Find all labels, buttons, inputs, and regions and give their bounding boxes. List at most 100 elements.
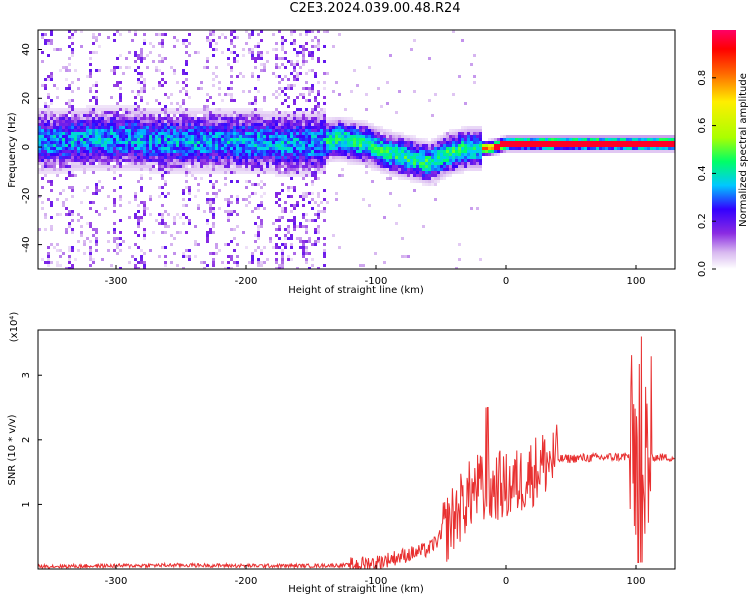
- heatmap-cell: [86, 105, 89, 108]
- heatmap-cell: [95, 141, 98, 144]
- heatmap-cell: [326, 159, 329, 162]
- heatmap-cell: [275, 258, 278, 261]
- heatmap-cell: [68, 186, 71, 189]
- heatmap-cell: [83, 147, 86, 150]
- heatmap-cell: [209, 147, 212, 150]
- heatmap-cell: [401, 147, 404, 150]
- heatmap-cell: [401, 255, 404, 258]
- heatmap-cell: [224, 111, 227, 114]
- heatmap-cell: [224, 144, 227, 147]
- heatmap-cell: [251, 252, 254, 255]
- heatmap-cell: [230, 201, 233, 204]
- heatmap-cell: [347, 126, 350, 129]
- heatmap-cell: [269, 141, 272, 144]
- heatmap-cell: [65, 165, 68, 168]
- heatmap-cell: [206, 117, 209, 120]
- heatmap-cell: [314, 75, 317, 78]
- heatmap-cell: [284, 174, 287, 177]
- heatmap-cell: [626, 138, 629, 141]
- heatmap-cell: [449, 174, 452, 177]
- heatmap-cell: [428, 180, 431, 183]
- heatmap-cell: [284, 138, 287, 141]
- heatmap-cell: [71, 126, 74, 129]
- heatmap-cell: [314, 135, 317, 138]
- heatmap-cell: [188, 120, 191, 123]
- heatmap-cell: [83, 150, 86, 153]
- heatmap-cell: [323, 45, 326, 48]
- heatmap-cell: [296, 144, 299, 147]
- heatmap-cell: [47, 93, 50, 96]
- heatmap-cell: [59, 114, 62, 117]
- heatmap-cell: [257, 168, 260, 171]
- heatmap-cell: [185, 204, 188, 207]
- heatmap-cell: [272, 141, 275, 144]
- heatmap-cell: [428, 147, 431, 150]
- heatmap-cell: [470, 165, 473, 168]
- heatmap-cell: [65, 162, 68, 165]
- heatmap-cell: [137, 225, 140, 228]
- x-tick-label: 100: [626, 576, 645, 587]
- heatmap-cell: [95, 81, 98, 84]
- heatmap-cell: [50, 183, 53, 186]
- heatmap-cell: [596, 141, 599, 144]
- heatmap-cell: [101, 150, 104, 153]
- heatmap-cell: [146, 126, 149, 129]
- heatmap-cell: [230, 126, 233, 129]
- heatmap-cell: [308, 30, 311, 33]
- heatmap-cell: [170, 108, 173, 111]
- heatmap-cell: [257, 147, 260, 150]
- heatmap-cell: [302, 243, 305, 246]
- heatmap-cell: [251, 48, 254, 51]
- heatmap-cell: [65, 123, 68, 126]
- heatmap-cell: [317, 132, 320, 135]
- heatmap-cell: [68, 261, 71, 264]
- heatmap-cell: [110, 123, 113, 126]
- heatmap-cell: [89, 75, 92, 78]
- heatmap-cell: [74, 111, 77, 114]
- heatmap-cell: [284, 87, 287, 90]
- heatmap-cell: [191, 156, 194, 159]
- heatmap-cell: [227, 219, 230, 222]
- heatmap-cell: [242, 165, 245, 168]
- heatmap-cell: [179, 153, 182, 156]
- x-tick-label: 0: [503, 576, 509, 587]
- heatmap-cell: [518, 141, 521, 144]
- heatmap-cell: [314, 174, 317, 177]
- heatmap-cell: [353, 135, 356, 138]
- heatmap-cell: [275, 111, 278, 114]
- heatmap-cell: [611, 147, 614, 150]
- heatmap-cell: [167, 192, 170, 195]
- heatmap-cell: [350, 156, 353, 159]
- heatmap-cell: [314, 153, 317, 156]
- heatmap-cell: [95, 231, 98, 234]
- heatmap-cell: [134, 105, 137, 108]
- heatmap-cell: [179, 156, 182, 159]
- heatmap-cell: [149, 138, 152, 141]
- heatmap-cell: [107, 162, 110, 165]
- heatmap-cell: [143, 156, 146, 159]
- heatmap-cell: [83, 129, 86, 132]
- heatmap-cell: [260, 144, 263, 147]
- heatmap-cell: [110, 120, 113, 123]
- heatmap-cell: [95, 249, 98, 252]
- heatmap-cell: [71, 108, 74, 111]
- heatmap-cell: [95, 153, 98, 156]
- heatmap-cell: [302, 249, 305, 252]
- heatmap-cell: [398, 171, 401, 174]
- heatmap-cell: [206, 237, 209, 240]
- heatmap-cell: [329, 129, 332, 132]
- heatmap-cell: [47, 126, 50, 129]
- heatmap-cell: [209, 144, 212, 147]
- heatmap-cell: [356, 132, 359, 135]
- heatmap-cell: [251, 57, 254, 60]
- heatmap-cell: [44, 123, 47, 126]
- heatmap-cell: [119, 186, 122, 189]
- heatmap-cell: [62, 162, 65, 165]
- heatmap-cell: [458, 135, 461, 138]
- heatmap-cell: [119, 174, 122, 177]
- heatmap-cell: [305, 108, 308, 111]
- heatmap-cell: [164, 123, 167, 126]
- heatmap-cell: [224, 243, 227, 246]
- heatmap-cell: [473, 129, 476, 132]
- heatmap-cell: [146, 150, 149, 153]
